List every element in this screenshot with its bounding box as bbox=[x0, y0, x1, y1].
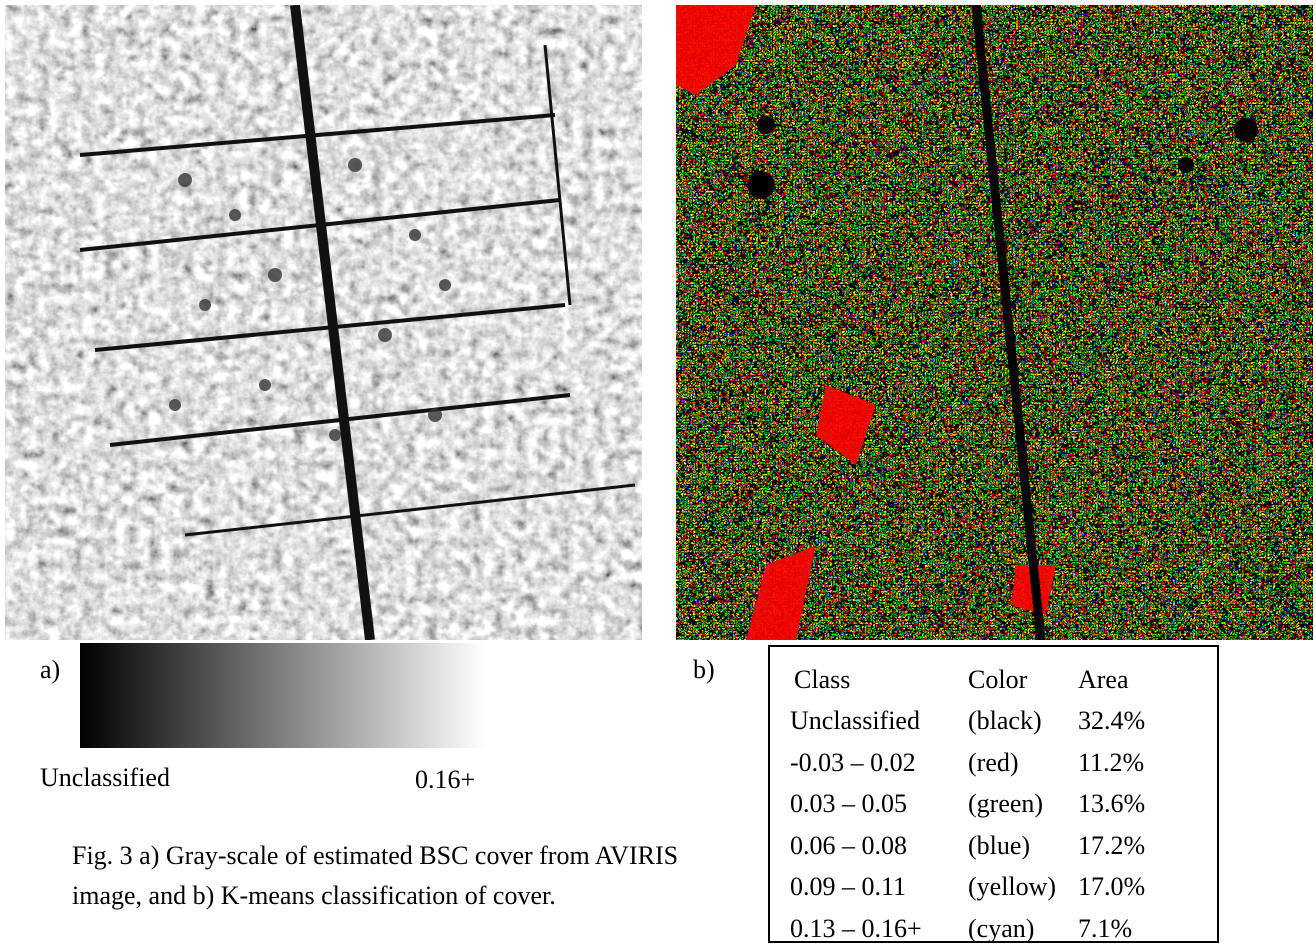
legend-min-label: Unclassified bbox=[40, 765, 170, 791]
class-texture bbox=[676, 5, 1313, 640]
table-header-cell: Class bbox=[790, 659, 968, 701]
table-cell: (red) bbox=[968, 742, 1078, 784]
table-cell: -0.03 – 0.02 bbox=[790, 742, 968, 784]
table-cell: Unclassified bbox=[790, 701, 968, 743]
table-cell: 7.1% bbox=[1078, 908, 1198, 950]
legend-max-label: 0.16+ bbox=[415, 767, 475, 793]
gray-gradient-legend bbox=[80, 643, 485, 748]
table-header-cell: Area bbox=[1078, 659, 1198, 701]
classification-image bbox=[676, 5, 1313, 640]
panel-label: b) bbox=[693, 657, 715, 683]
table-cell: 0.06 – 0.08 bbox=[790, 825, 968, 867]
table-row: -0.03 – 0.02(red)11.2% bbox=[790, 742, 1198, 784]
table-row: 0.06 – 0.08(blue)17.2% bbox=[790, 825, 1198, 867]
table-cell: (black) bbox=[968, 701, 1078, 743]
table-cell: 0.13 – 0.16+ bbox=[790, 908, 968, 950]
table-row: 0.03 – 0.05(green)13.6% bbox=[790, 784, 1198, 826]
table-cell: 11.2% bbox=[1078, 742, 1198, 784]
panel-label: a) bbox=[40, 657, 60, 683]
table-row: Unclassified(black)32.4% bbox=[790, 701, 1198, 743]
table-cell: (blue) bbox=[968, 825, 1078, 867]
table-cell: (cyan) bbox=[968, 908, 1078, 950]
table-row: 0.09 – 0.11(yellow)17.0% bbox=[790, 867, 1198, 909]
table-cell: (yellow) bbox=[968, 867, 1078, 909]
table-row: 0.13 – 0.16+(cyan)7.1% bbox=[790, 908, 1198, 950]
table-cell: 13.6% bbox=[1078, 784, 1198, 826]
table-cell: 32.4% bbox=[1078, 701, 1198, 743]
grayscale-image bbox=[5, 5, 642, 640]
figure-caption: Fig. 3 a) Gray-scale of estimated BSC co… bbox=[72, 836, 712, 916]
table-cell: 0.03 – 0.05 bbox=[790, 784, 968, 826]
table-header-cell: Color bbox=[968, 659, 1078, 701]
page: {"panel_a": {"label": "a)", "legend_min"… bbox=[0, 0, 1316, 948]
table-cell: 17.2% bbox=[1078, 825, 1198, 867]
table-cell: (green) bbox=[968, 784, 1078, 826]
table-cell: 17.0% bbox=[1078, 867, 1198, 909]
gray-texture bbox=[5, 5, 642, 640]
table-body: Unclassified(black)32.4%-0.03 – 0.02(red… bbox=[790, 701, 1198, 950]
table-cell: 0.09 – 0.11 bbox=[790, 867, 968, 909]
